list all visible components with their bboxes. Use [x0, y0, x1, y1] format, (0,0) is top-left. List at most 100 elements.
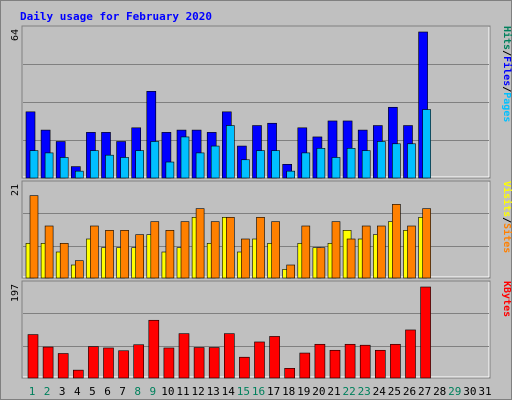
bar-pages: [226, 125, 235, 179]
bar-pages: [210, 145, 220, 179]
y-max-label: 64: [10, 29, 21, 41]
bar-sites: [135, 234, 144, 279]
bar-kbytes: [284, 367, 296, 379]
x-tick-label: 16: [252, 385, 265, 398]
legend-item: Pages: [501, 92, 512, 122]
panel-legend: Hits/Files/Pages: [501, 26, 512, 122]
bar-sites: [286, 264, 296, 279]
x-tick-label: 3: [59, 385, 66, 398]
bar-kbytes: [73, 369, 84, 379]
bar-sites: [301, 225, 311, 279]
bar-sites: [256, 217, 265, 279]
bar-sites: [195, 208, 205, 279]
bar-sites: [44, 225, 54, 279]
bar-pages: [105, 154, 114, 179]
x-tick-label: 27: [418, 385, 431, 398]
bar-sites: [90, 225, 99, 279]
bar-sites: [346, 238, 356, 279]
legend-item: Sites: [501, 223, 512, 253]
bar-pages: [120, 157, 129, 179]
legend-item: /: [501, 86, 512, 92]
x-tick-label: 24: [373, 385, 387, 398]
bar-sites: [59, 243, 69, 279]
bar-kbytes: [239, 356, 250, 379]
bar-kbytes: [359, 344, 371, 379]
x-tick-label: 25: [388, 385, 401, 398]
panel-legend: KBytes: [501, 281, 512, 317]
bar-sites: [75, 260, 84, 279]
x-tick-label: 15: [237, 385, 250, 398]
x-tick-label: 21: [327, 385, 340, 398]
x-tick-label: 6: [104, 385, 111, 398]
bar-sites: [422, 208, 431, 279]
bar-kbytes: [299, 352, 311, 379]
bar-kbytes: [269, 336, 280, 379]
bar-pages: [346, 148, 356, 179]
bar-kbytes: [405, 329, 416, 379]
bar-pages: [150, 141, 160, 179]
bar-pages: [271, 150, 280, 179]
bar-kbytes: [374, 349, 386, 379]
bar-pages: [286, 170, 296, 179]
bar-pages: [331, 157, 341, 179]
bar-pages: [165, 161, 175, 179]
bar-kbytes: [344, 343, 356, 379]
bar-sites: [331, 221, 341, 279]
y-max-label: 21: [10, 184, 21, 196]
bar-kbytes: [57, 353, 69, 379]
bar-kbytes: [42, 346, 54, 379]
bar-kbytes: [163, 347, 175, 379]
bar-pages: [407, 143, 416, 179]
bar-kbytes: [329, 349, 341, 379]
legend-item: /: [501, 217, 512, 223]
bar-kbytes: [88, 346, 99, 379]
x-tick-label: 11: [176, 385, 189, 398]
bar-pages: [301, 152, 311, 179]
legend-item: Visits: [501, 181, 512, 217]
x-axis-day-labels: 1 2 3 4 5 6 7 8 9 10 11 12 13 14 15 16 17 18 19 20 21 22 23 24 2…: [29, 385, 492, 398]
x-tick-label: 12: [191, 385, 204, 398]
legend-item: Hits: [501, 26, 512, 50]
x-tick-label: 5: [89, 385, 96, 398]
bar-sites: [210, 221, 220, 279]
bar-pages: [376, 141, 386, 179]
panel-legend: Visits/Sites: [501, 181, 512, 253]
bar-pages: [422, 109, 431, 179]
x-tick-label: 2: [44, 385, 51, 398]
x-tick-label: 13: [207, 385, 220, 398]
bar-pages: [180, 136, 190, 179]
bar-pages: [256, 150, 265, 179]
bar-pages: [195, 152, 205, 179]
bar-kbytes: [118, 350, 129, 379]
bar-kbytes: [420, 286, 431, 379]
bar-kbytes: [224, 333, 235, 379]
bar-kbytes: [193, 347, 205, 379]
x-tick-label: 22: [342, 385, 355, 398]
bar-sites: [361, 225, 371, 279]
x-tick-label: 4: [74, 385, 81, 398]
bar-pages: [44, 152, 54, 179]
bar-kbytes: [133, 344, 144, 379]
bar-pages: [392, 143, 401, 179]
legend-item: Files: [501, 56, 512, 86]
bar-sites: [316, 247, 326, 279]
x-tick-label: 20: [312, 385, 325, 398]
x-tick-label: 14: [222, 385, 236, 398]
y-max-label: 197: [10, 284, 21, 302]
x-tick-label: 18: [282, 385, 295, 398]
bar-sites: [241, 238, 250, 279]
bar-sites: [392, 204, 401, 279]
chart-title: Daily usage for February 2020: [20, 10, 212, 23]
bar-sites: [271, 221, 280, 279]
x-tick-label: 26: [403, 385, 416, 398]
x-tick-label: 19: [297, 385, 310, 398]
legend-item: KBytes: [501, 281, 512, 317]
bar-pages: [135, 150, 144, 179]
x-tick-label: 9: [149, 385, 156, 398]
bar-sites: [407, 225, 416, 279]
bar-kbytes: [390, 343, 401, 379]
bar-pages: [241, 159, 250, 179]
